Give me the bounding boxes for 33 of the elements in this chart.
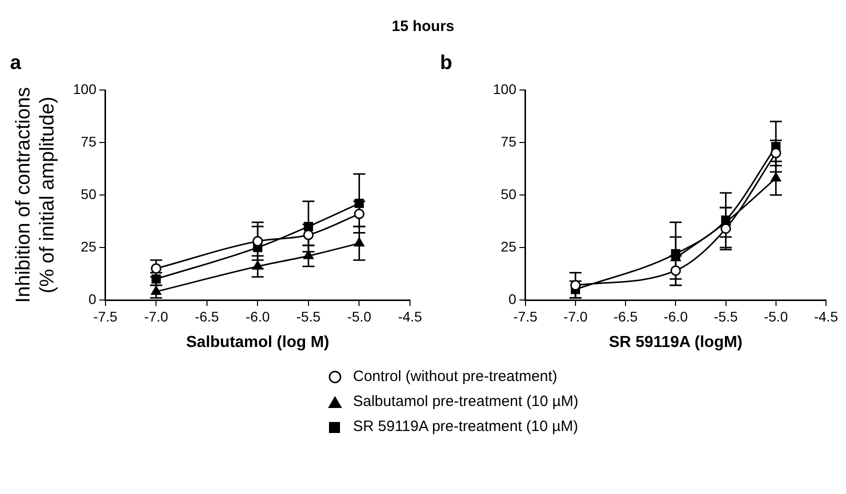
- x-tick-label: -6.0: [246, 308, 270, 324]
- x-tick-label: -6.5: [194, 308, 220, 324]
- x-axis-title: SR 59119A (logM): [608, 334, 743, 351]
- y-tick-label: 100: [493, 80, 517, 97]
- x-tick-label: -6.0: [664, 308, 688, 324]
- y-tick-label: 75: [80, 133, 97, 150]
- y-tick-label: 0: [508, 290, 517, 307]
- x-tick-label: -5.0: [347, 308, 372, 324]
- x-tick-label: -7.0: [144, 308, 168, 324]
- chart-title: 15 hours: [390, 18, 456, 35]
- x-tick-label: -6.5: [614, 308, 638, 324]
- x-tick-label: -5.0: [764, 308, 788, 324]
- y-axis-title: Inhibition of contractions (% of initial amplitude): [12, 87, 59, 303]
- y-tick-label: 100: [73, 80, 97, 97]
- x-tick-label: -7.5: [93, 308, 118, 324]
- y-tick-label: 25: [80, 238, 97, 254]
- legend-label: Control (without pre-treatment): [353, 367, 558, 387]
- x-tick-label: -4.5: [814, 308, 838, 324]
- x-axis-title: Salbutamol (log M): [186, 334, 330, 351]
- x-tick-label: -7.0: [563, 308, 588, 324]
- legend-label: SR 59119A pre-treatment (10 µM): [353, 417, 578, 437]
- y-tick-label: 25: [500, 238, 517, 254]
- x-tick-label: -7.5: [513, 308, 538, 324]
- x-tick-label: -5.5: [714, 308, 738, 324]
- y-tick-label: 50: [500, 186, 517, 202]
- y-tick-label: 75: [500, 133, 517, 150]
- y-tick-label: 0: [88, 290, 97, 307]
- legend-label: Salbutamol pre-treatment (10 µM): [353, 392, 578, 412]
- x-tick-label: -5.5: [296, 308, 321, 324]
- y-tick-label: 50: [80, 186, 97, 202]
- text: b: [440, 52, 452, 75]
- text: a: [10, 52, 22, 75]
- x-tick-label: -4.5: [398, 308, 422, 324]
